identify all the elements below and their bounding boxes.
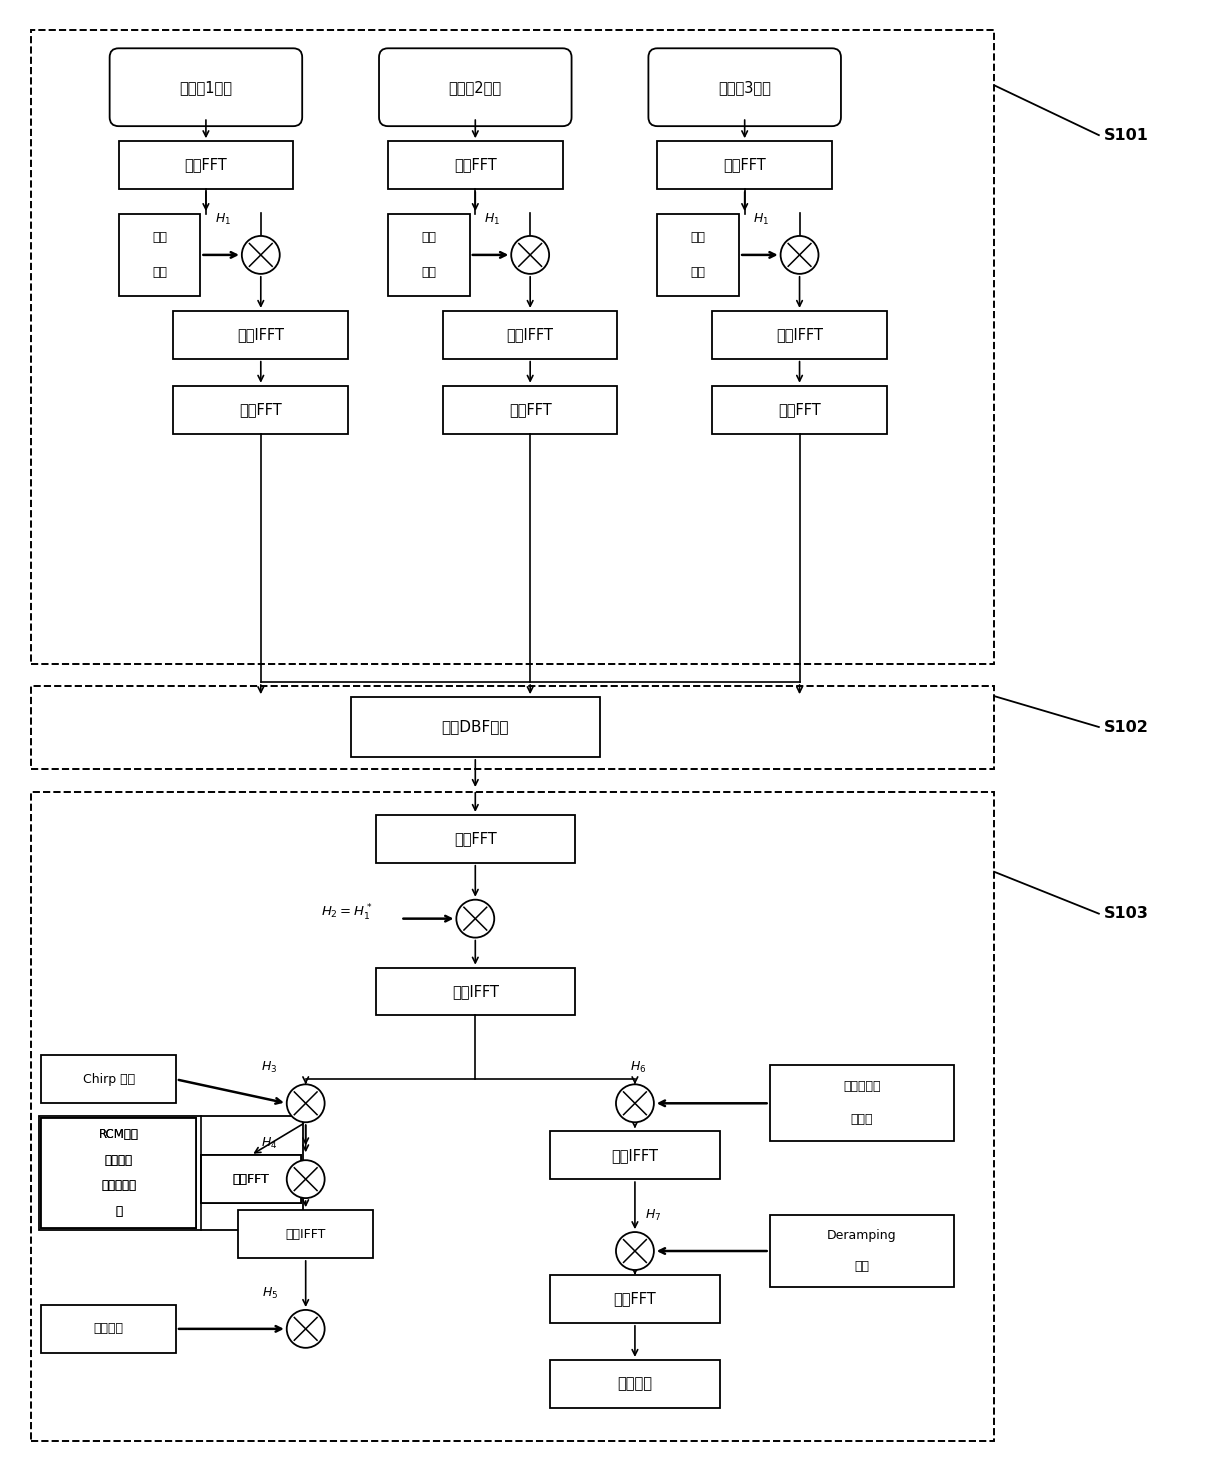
Text: 距离IFFT: 距离IFFT [237, 328, 284, 343]
Circle shape [286, 1085, 325, 1123]
Text: 去除方位残: 去除方位残 [843, 1080, 881, 1094]
Bar [350, 697, 600, 757]
Text: 压缩: 压缩 [152, 266, 167, 280]
Text: RCM校正: RCM校正 [99, 1129, 139, 1142]
Text: 距离IFFT: 距离IFFT [506, 328, 553, 343]
Text: 压缩: 压缩 [422, 266, 436, 280]
Text: 相位校正: 相位校正 [94, 1322, 123, 1335]
Text: 压缩: 压缩 [691, 266, 705, 280]
Bar [201, 1155, 301, 1203]
Bar [713, 385, 887, 433]
Text: $H_3$: $H_3$ [261, 1060, 278, 1076]
Text: 距离IFFT: 距离IFFT [776, 328, 823, 343]
Bar [657, 141, 832, 189]
Bar [31, 792, 994, 1441]
Text: 距离: 距离 [422, 231, 436, 243]
Text: $H_4$: $H_4$ [261, 1136, 278, 1151]
Bar [376, 815, 575, 862]
Bar [769, 1066, 954, 1142]
Bar [769, 1215, 954, 1287]
Bar [41, 1304, 176, 1353]
Bar [31, 687, 994, 769]
Text: $H_7$: $H_7$ [645, 1208, 661, 1222]
Text: 距离: 距离 [691, 231, 705, 243]
Text: S101: S101 [1104, 127, 1149, 142]
Text: 距离IFFT: 距离IFFT [285, 1227, 326, 1240]
Circle shape [616, 1233, 654, 1269]
Text: 方位FFT: 方位FFT [778, 403, 821, 417]
Text: 距离IFFT: 距离IFFT [452, 984, 499, 998]
Bar [41, 1118, 196, 1228]
Text: 距离FFT: 距离FFT [232, 1173, 269, 1186]
Bar [41, 1056, 176, 1104]
Text: 距离FFT: 距离FFT [185, 158, 227, 173]
Bar [31, 31, 994, 665]
Bar [550, 1360, 720, 1408]
Text: 二次距离压: 二次距离压 [101, 1180, 137, 1192]
Text: $H_1$: $H_1$ [484, 212, 500, 227]
Text: 二维DBF处理: 二维DBF处理 [442, 719, 509, 735]
Text: 距离FFT: 距离FFT [232, 1173, 269, 1186]
Text: 二次距离压: 二次距离压 [101, 1180, 137, 1192]
Bar [550, 1275, 720, 1323]
Text: Deramping: Deramping [827, 1228, 896, 1241]
Text: 缩: 缩 [115, 1205, 122, 1218]
Circle shape [780, 236, 819, 274]
Circle shape [242, 236, 280, 274]
Bar [238, 1211, 373, 1258]
Bar [41, 1118, 196, 1228]
Text: S103: S103 [1104, 906, 1149, 921]
Text: $H_1$: $H_1$ [754, 212, 769, 227]
Text: Chirp 因子: Chirp 因子 [82, 1073, 135, 1086]
Text: $H_6$: $H_6$ [629, 1060, 646, 1076]
Text: 处理: 处理 [854, 1261, 870, 1274]
Bar [443, 310, 617, 359]
Bar [376, 968, 575, 1016]
Text: 距离: 距离 [152, 231, 167, 243]
Text: 距离压缩: 距离压缩 [105, 1154, 133, 1167]
Text: 距离FFT: 距离FFT [724, 158, 766, 173]
Text: 方位FFT: 方位FFT [614, 1291, 656, 1306]
Text: 距离FFT: 距离FFT [454, 832, 496, 846]
Text: 输出图像: 输出图像 [617, 1376, 652, 1391]
Text: 距离压缩: 距离压缩 [105, 1154, 133, 1167]
Circle shape [457, 900, 494, 937]
FancyBboxPatch shape [110, 48, 302, 126]
Bar [388, 214, 470, 296]
Circle shape [286, 1159, 325, 1198]
Bar [118, 214, 201, 296]
FancyBboxPatch shape [649, 48, 841, 126]
Bar [174, 310, 348, 359]
Circle shape [511, 236, 550, 274]
Text: RCM校正: RCM校正 [99, 1129, 139, 1142]
Text: 子孔径3回波: 子孔径3回波 [719, 79, 771, 95]
Text: $H_1$: $H_1$ [215, 212, 231, 227]
Text: 子孔径1回波: 子孔径1回波 [180, 79, 232, 95]
Text: $H_2=H_1^*$: $H_2=H_1^*$ [320, 903, 372, 922]
Circle shape [616, 1085, 654, 1123]
Text: 缩: 缩 [115, 1205, 122, 1218]
Bar [388, 141, 563, 189]
Circle shape [286, 1310, 325, 1348]
Bar [713, 310, 887, 359]
Bar [657, 214, 739, 296]
Text: $H_5$: $H_5$ [261, 1285, 278, 1301]
Bar [201, 1155, 301, 1203]
Bar [550, 1132, 720, 1179]
Text: 余相位: 余相位 [850, 1113, 873, 1126]
Text: 方位FFT: 方位FFT [509, 403, 552, 417]
Bar [174, 385, 348, 433]
Text: 距离FFT: 距离FFT [454, 158, 496, 173]
Bar [118, 141, 294, 189]
Bar [443, 385, 617, 433]
Text: 方位IFFT: 方位IFFT [611, 1148, 658, 1162]
FancyBboxPatch shape [379, 48, 571, 126]
Bar [40, 1116, 303, 1230]
Text: 子孔径2回波: 子孔径2回波 [448, 79, 501, 95]
Text: 方位FFT: 方位FFT [239, 403, 283, 417]
Text: S102: S102 [1104, 719, 1149, 735]
